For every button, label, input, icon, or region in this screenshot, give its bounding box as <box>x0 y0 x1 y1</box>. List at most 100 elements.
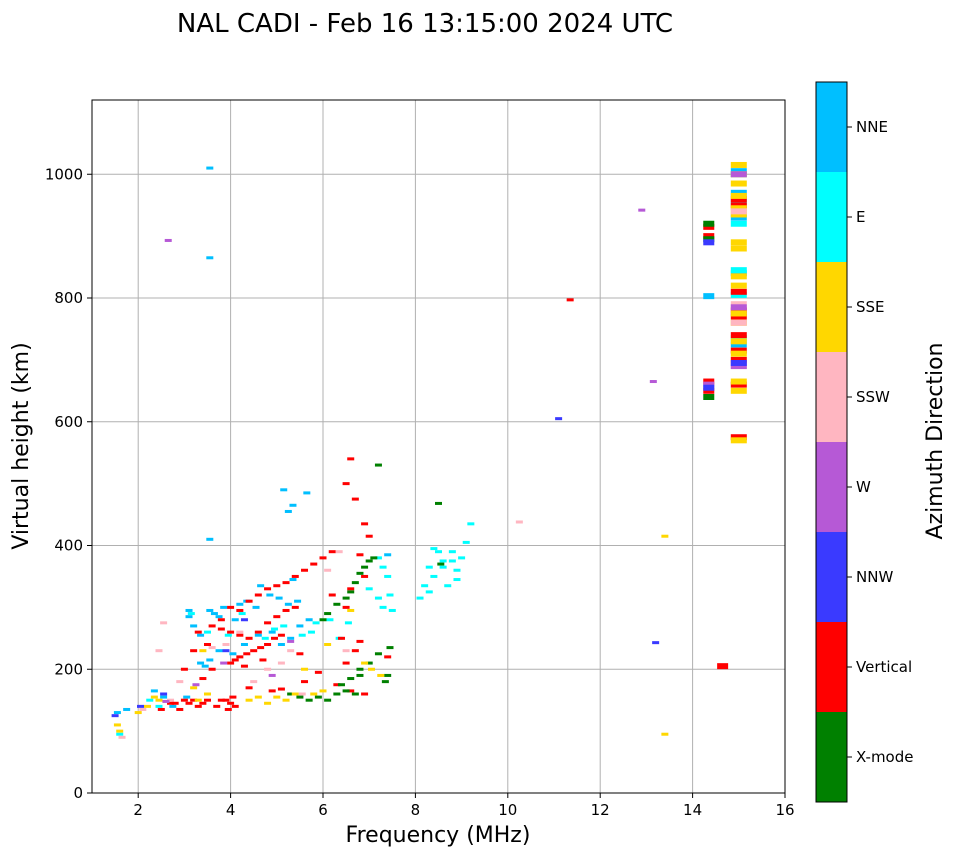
data-point <box>180 698 188 702</box>
data-point <box>155 704 163 708</box>
data-point <box>270 627 278 631</box>
x-tick-label: 14 <box>683 801 702 819</box>
data-point <box>365 534 373 538</box>
data-point <box>190 624 198 628</box>
data-point <box>448 559 456 563</box>
data-point <box>204 698 211 702</box>
data-point <box>386 593 394 597</box>
data-point <box>167 698 175 702</box>
data-point <box>307 630 315 634</box>
data-point <box>430 574 438 578</box>
data-point <box>250 649 258 653</box>
data-point <box>453 578 461 582</box>
data-point <box>222 643 230 646</box>
data-point <box>185 608 193 612</box>
data-point <box>180 667 188 671</box>
data-point <box>291 605 299 609</box>
data-point <box>333 602 341 606</box>
data-point <box>638 208 646 212</box>
data-point <box>730 273 747 280</box>
data-point <box>190 649 198 653</box>
data-point <box>314 695 322 699</box>
colorbar: X-mode Vertical NNW W SSW SSE E NNE <box>815 81 913 803</box>
x-tick-label: 16 <box>775 801 794 819</box>
data-point <box>261 636 269 640</box>
data-point <box>167 701 175 705</box>
data-point <box>365 559 373 563</box>
data-point <box>335 550 343 554</box>
data-point <box>730 363 747 370</box>
data-point <box>377 673 385 677</box>
data-point <box>194 698 202 702</box>
data-point <box>351 497 359 501</box>
data-point <box>264 701 272 705</box>
series-sse <box>113 161 747 736</box>
data-point <box>201 664 209 668</box>
data-point <box>155 649 163 653</box>
data-point <box>264 587 272 591</box>
data-point <box>730 301 747 308</box>
colorbar-label: SSE <box>856 298 885 316</box>
data-point <box>183 695 191 699</box>
data-point <box>222 649 230 653</box>
data-point <box>240 643 248 646</box>
data-point <box>374 596 382 600</box>
data-point <box>324 698 332 702</box>
data-point <box>381 680 389 684</box>
series-vertical <box>157 196 747 711</box>
data-point <box>730 356 747 363</box>
y-axis-label: Virtual height (km) <box>9 342 34 549</box>
data-point <box>284 602 292 606</box>
data-point <box>160 621 168 625</box>
colorbar-frame <box>815 81 848 803</box>
data-point <box>333 692 341 696</box>
data-point <box>245 636 253 640</box>
colorbar-label: Vertical <box>856 658 912 676</box>
data-point <box>368 667 376 671</box>
data-point <box>160 695 168 699</box>
data-point <box>150 689 158 693</box>
data-point <box>435 501 442 505</box>
y-tick-label: 0 <box>73 784 83 802</box>
data-point <box>240 664 248 668</box>
data-point <box>185 701 193 705</box>
data-point <box>301 568 309 572</box>
data-point <box>312 621 320 625</box>
data-point <box>342 482 350 486</box>
data-point <box>347 677 355 681</box>
data-point <box>123 707 131 711</box>
data-point <box>379 565 387 569</box>
data-point <box>730 270 747 277</box>
data-point <box>555 417 563 421</box>
colorbar-label: NNW <box>856 568 893 586</box>
data-point <box>240 618 248 622</box>
data-point <box>176 680 184 684</box>
data-point <box>215 615 223 619</box>
plot-area-frame <box>91 99 786 794</box>
data-point <box>229 652 237 656</box>
data-point <box>374 463 382 467</box>
data-point <box>238 612 246 616</box>
data-point <box>730 282 747 289</box>
data-point <box>347 608 355 612</box>
data-point <box>273 615 281 619</box>
y-tick-label: 400 <box>54 537 83 555</box>
data-point <box>365 661 373 665</box>
data-point <box>217 627 225 631</box>
data-point <box>703 223 715 230</box>
data-point <box>324 568 332 572</box>
colorbar-segment <box>816 712 847 802</box>
data-point <box>289 578 297 582</box>
data-point <box>137 704 145 708</box>
y-tick-label: 200 <box>54 660 83 678</box>
data-point <box>356 673 364 677</box>
data-point <box>374 652 382 656</box>
data-point <box>649 380 657 384</box>
data-point <box>730 205 747 212</box>
data-point <box>287 692 295 696</box>
data-point <box>652 641 660 645</box>
series-e <box>116 171 747 736</box>
data-point <box>730 335 747 342</box>
data-point <box>287 639 295 643</box>
